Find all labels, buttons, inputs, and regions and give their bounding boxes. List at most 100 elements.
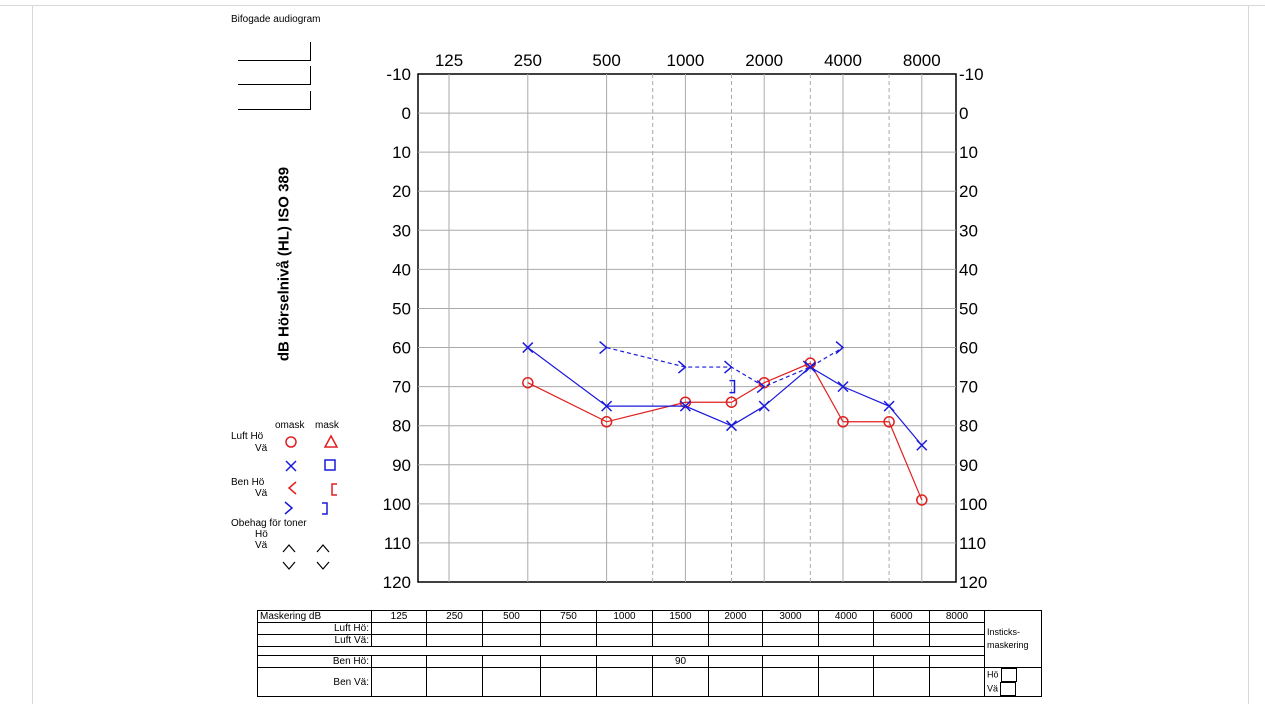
masking-cell[interactable]: [708, 622, 763, 635]
masking-cell[interactable]: [371, 622, 427, 635]
legend-bone-label: Ben Hö: [231, 477, 265, 488]
legend-circle-icon: [285, 436, 297, 448]
masking-cell[interactable]: [708, 634, 763, 647]
table-row: Ben Hö: 90: [257, 655, 1042, 668]
masking-cell[interactable]: [482, 622, 541, 635]
masking-freq-header: 8000: [929, 610, 985, 623]
page-frame-top: [0, 5, 1265, 6]
masking-freq-header: 500: [482, 610, 541, 623]
masking-cell[interactable]: [426, 667, 483, 697]
y-tick-label-left: 100: [383, 495, 411, 514]
masking-cell[interactable]: [873, 667, 930, 697]
attachment-checkbox[interactable]: [238, 42, 311, 61]
insert-masking-label-1: Insticks-: [987, 627, 1021, 637]
masking-cell[interactable]: [540, 667, 597, 697]
masking-cell[interactable]: [426, 634, 483, 647]
y-tick-label-right: 110: [959, 534, 986, 553]
data-point-gt: [724, 360, 733, 374]
y-tick-label-right: 70: [959, 378, 978, 397]
masking-cell[interactable]: [540, 655, 597, 668]
masking-cell[interactable]: [929, 622, 985, 635]
attachment-checkbox[interactable]: [238, 66, 311, 85]
masking-cell[interactable]: [371, 667, 427, 697]
masking-cell[interactable]: [873, 622, 930, 635]
symbol-legend: omask mask Luft Hö Vä Ben Hö Vä Obehag f…: [231, 420, 340, 570]
masking-cell[interactable]: [818, 667, 874, 697]
y-tick-label-right: 50: [959, 299, 978, 318]
y-tick-label-right: 30: [959, 221, 978, 240]
legend-bracket-left-icon: [331, 483, 337, 496]
y-tick-label-left: -10: [386, 65, 411, 84]
masking-cell[interactable]: [818, 655, 874, 668]
masking-cell[interactable]: [873, 634, 930, 647]
masking-cell[interactable]: [426, 622, 483, 635]
masking-cell[interactable]: [482, 667, 541, 697]
table-row: Ben Vä: Hö Vä: [257, 667, 1042, 697]
masking-cell[interactable]: [482, 655, 541, 668]
masking-spacer: [257, 646, 985, 656]
masking-cell[interactable]: [652, 667, 709, 697]
masking-cell[interactable]: [371, 655, 427, 668]
table-row: Luft Vä:: [257, 634, 1042, 647]
masking-cell[interactable]: [652, 634, 709, 647]
masking-cell[interactable]: 90: [652, 655, 709, 668]
masking-cell[interactable]: [818, 622, 874, 635]
masking-cell[interactable]: [596, 655, 653, 668]
insert-left-label: Vä: [987, 683, 999, 694]
masking-cell[interactable]: [596, 622, 653, 635]
data-point-circle: [522, 376, 534, 389]
masking-cell[interactable]: [371, 634, 427, 647]
insert-left-checkbox[interactable]: [1000, 682, 1017, 696]
masking-cell[interactable]: [708, 667, 763, 697]
data-point-bracket: [729, 379, 736, 394]
y-tick-label-right: 100: [959, 495, 987, 514]
insert-right-checkbox[interactable]: [1000, 668, 1017, 682]
data-point-x: [758, 400, 770, 412]
data-point-gt: [599, 340, 608, 355]
attachment-checkbox[interactable]: [238, 91, 311, 110]
insert-masking-label-2: maskering: [987, 640, 1029, 650]
table-row: Luft Hö:: [257, 622, 1042, 635]
masking-row-label: Luft Hö:: [257, 622, 372, 635]
masking-cell[interactable]: [762, 622, 819, 635]
masking-cell[interactable]: [652, 622, 709, 635]
masking-cell[interactable]: [929, 634, 985, 647]
y-tick-label-left: 90: [392, 456, 411, 475]
data-point-gt: [835, 340, 845, 355]
masking-cell[interactable]: [708, 655, 763, 668]
masking-freq-header: 125: [371, 610, 427, 623]
masking-cell[interactable]: [540, 622, 597, 635]
masking-cell[interactable]: [929, 655, 985, 668]
series-air_left: [522, 342, 928, 451]
series-line: [527, 362, 923, 501]
legend-col-unmasked: omask: [275, 420, 305, 431]
y-tick-label-left: 40: [392, 260, 411, 279]
x-tick-label: 500: [592, 51, 620, 70]
masking-cell[interactable]: [873, 655, 930, 668]
masking-cell[interactable]: [540, 634, 597, 647]
legend-discomfort-right-label: Hö: [255, 529, 268, 540]
legend-triangle-icon: [323, 434, 339, 448]
data-point-circle: [725, 396, 738, 408]
masking-cell[interactable]: [426, 655, 483, 668]
attached-audiogram-title: Bifogade audiogram: [231, 14, 321, 25]
masking-cell[interactable]: [762, 667, 819, 697]
insert-right-label: Hö: [987, 669, 999, 680]
data-point-x: [522, 342, 534, 354]
masking-row-label: Ben Vä:: [257, 667, 372, 697]
audiogram-chart: 125 250 500 1000 2000 4000 8000 -10 -10 0 0 10 10 20 2…: [231, 51, 987, 592]
masking-cell[interactable]: [596, 667, 653, 697]
data-point-x: [883, 400, 895, 412]
masking-cell[interactable]: [929, 667, 985, 697]
masking-freq-header: 3000: [762, 610, 819, 623]
masking-cell[interactable]: [762, 634, 819, 647]
masking-cell[interactable]: [482, 634, 541, 647]
y-tick-label-right: 40: [959, 260, 978, 279]
masking-cell[interactable]: [762, 655, 819, 668]
masking-cell[interactable]: [818, 634, 874, 647]
y-tick-label-right: 10: [959, 143, 978, 162]
legend-bracket-right-icon: [322, 502, 328, 515]
masking-cell[interactable]: [596, 634, 653, 647]
masking-freq-header: 6000: [873, 610, 930, 623]
y-tick-label-left: 70: [392, 378, 411, 397]
